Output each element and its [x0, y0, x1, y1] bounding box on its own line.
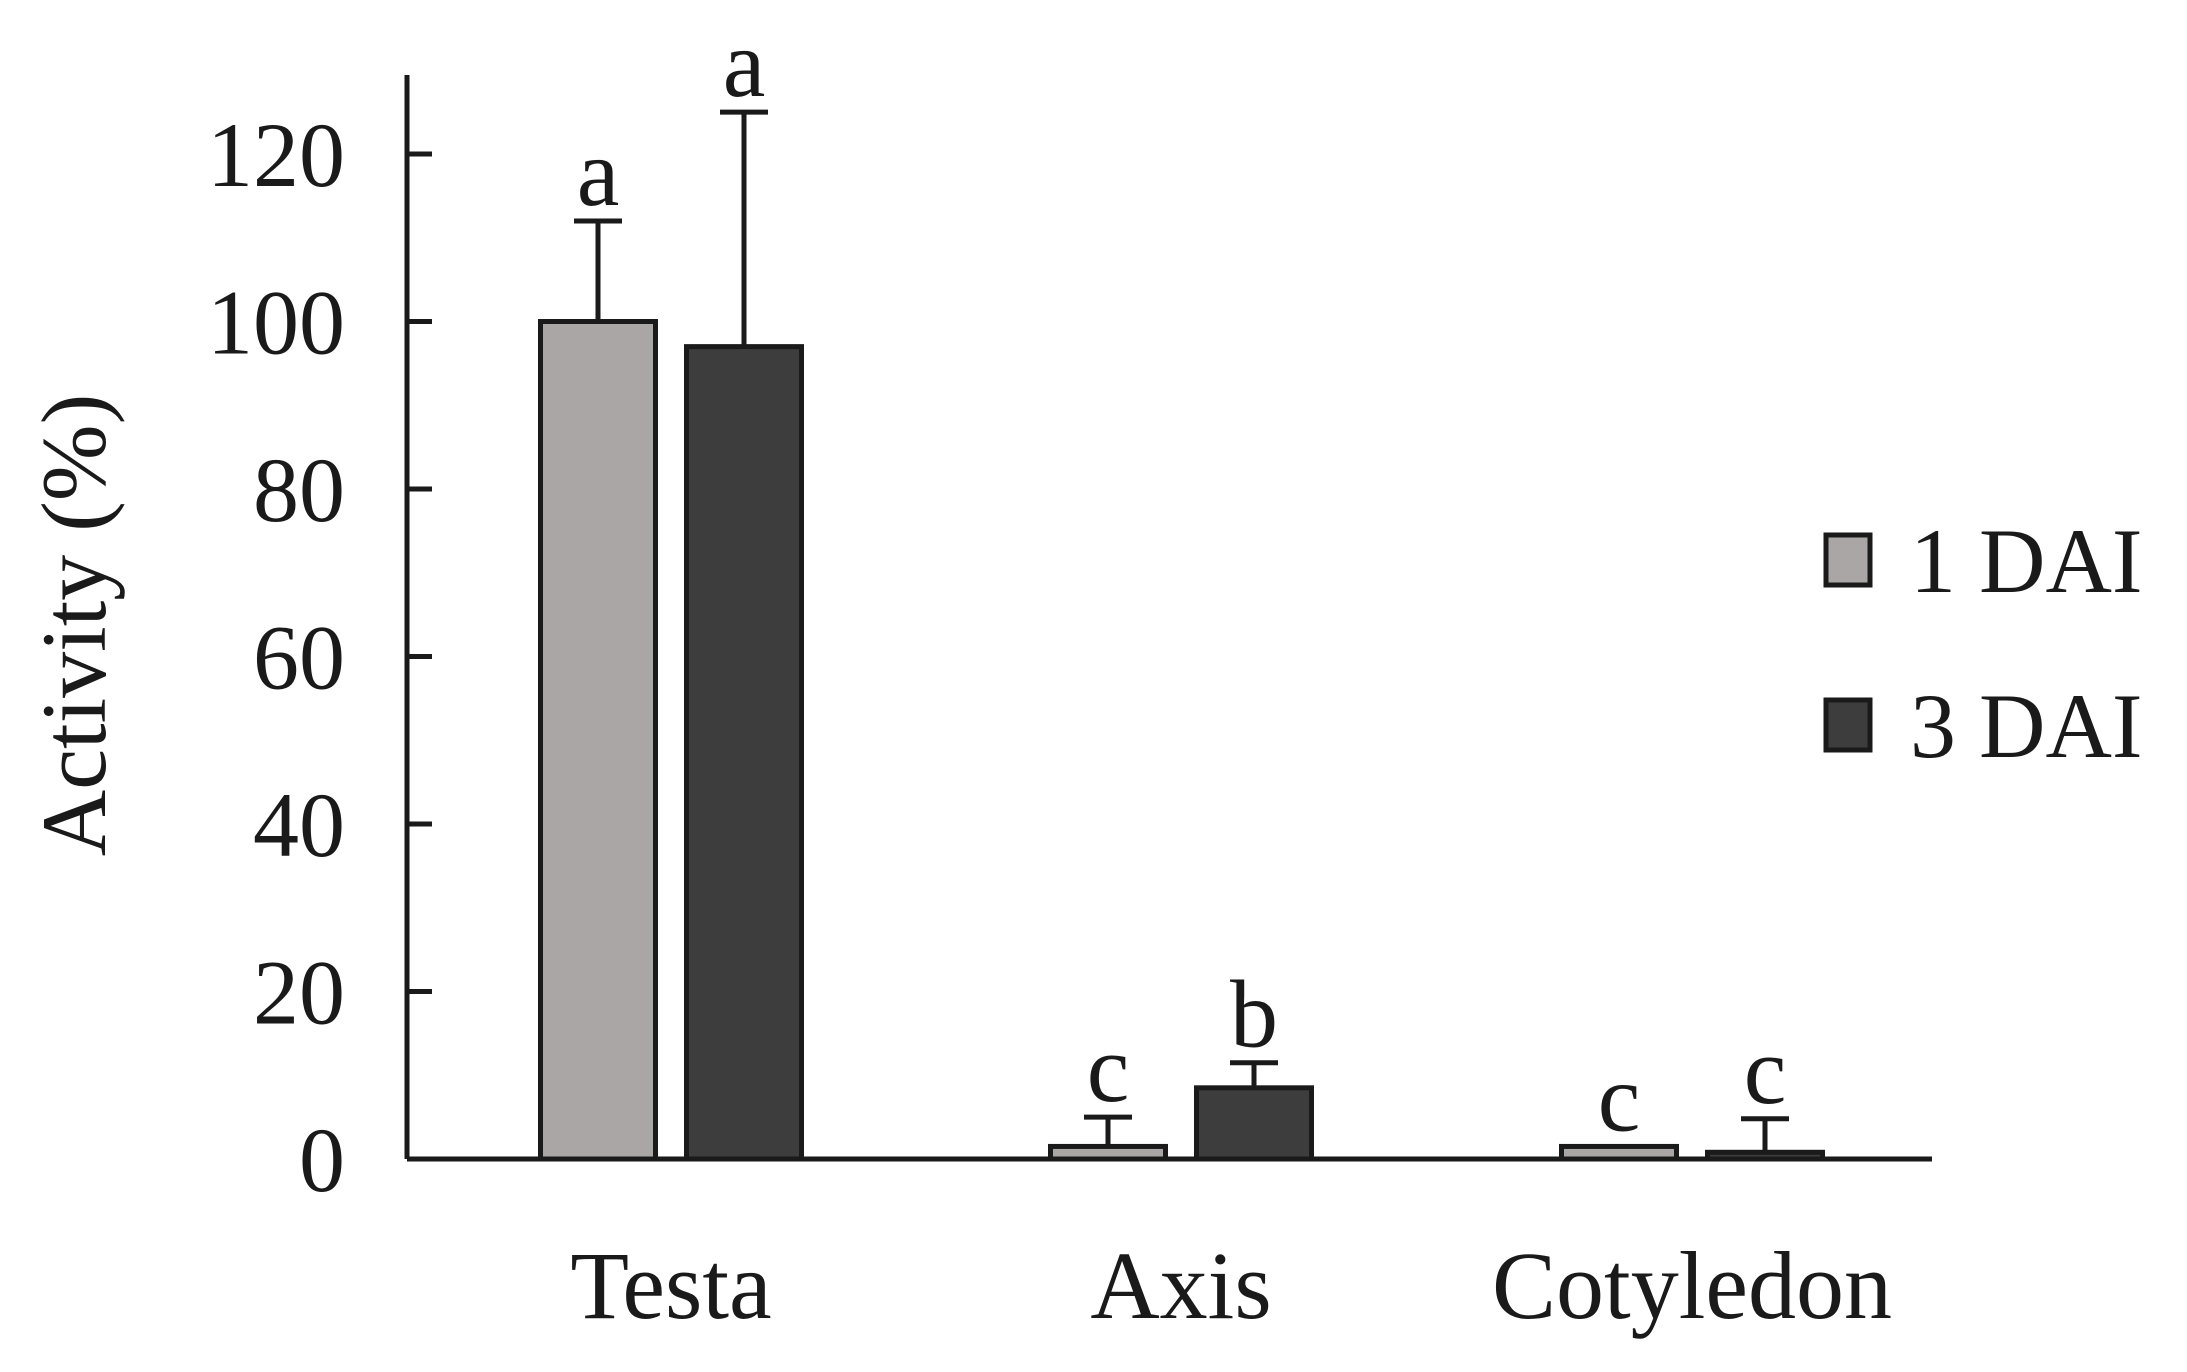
y-tick-label: 20	[253, 942, 345, 1044]
y-tick-label: 40	[253, 774, 345, 876]
bar-cotyledon-1-dai	[1559, 1143, 1679, 1162]
category-labels: Testa Axis Cotyledon	[570, 1232, 1892, 1339]
significance-letter: c	[1087, 1015, 1130, 1122]
bars	[538, 319, 1825, 1162]
category-label-axis: Axis	[1090, 1232, 1271, 1339]
y-tick-label: 80	[253, 439, 345, 541]
legend-label: 3 DAI	[1910, 675, 2143, 777]
category-label-cotyledon: Cotyledon	[1492, 1232, 1892, 1339]
significance-letter: a	[577, 119, 620, 226]
bar-axis-1-dai	[1048, 1143, 1168, 1162]
y-tick-label: 0	[299, 1109, 345, 1211]
legend-swatch	[1823, 697, 1873, 753]
y-axis-label: Activity (%)	[23, 394, 125, 856]
y-tick-label: 100	[207, 272, 345, 374]
significance-letter: c	[1598, 1044, 1641, 1151]
bar-axis-3-dai	[1194, 1085, 1314, 1162]
bar-cotyledon-3-dai	[1705, 1149, 1825, 1162]
category-label-testa: Testa	[570, 1232, 771, 1339]
legend-label: 1 DAI	[1910, 510, 2143, 612]
significance-letter: a	[723, 10, 766, 117]
error-bars	[574, 109, 1789, 1153]
legend-swatch	[1823, 532, 1873, 588]
legend: 1 DAI 3 DAI	[1823, 510, 2143, 777]
y-tick-label: 60	[253, 607, 345, 709]
bar-testa-1-dai	[538, 319, 658, 1162]
significance-letter: c	[1744, 1017, 1787, 1124]
y-ticks: 0 20 40 60 80 100 120	[207, 104, 432, 1211]
significance-letter: b	[1230, 961, 1278, 1068]
bar-testa-3-dai	[684, 344, 804, 1162]
y-tick-label: 120	[207, 104, 345, 206]
